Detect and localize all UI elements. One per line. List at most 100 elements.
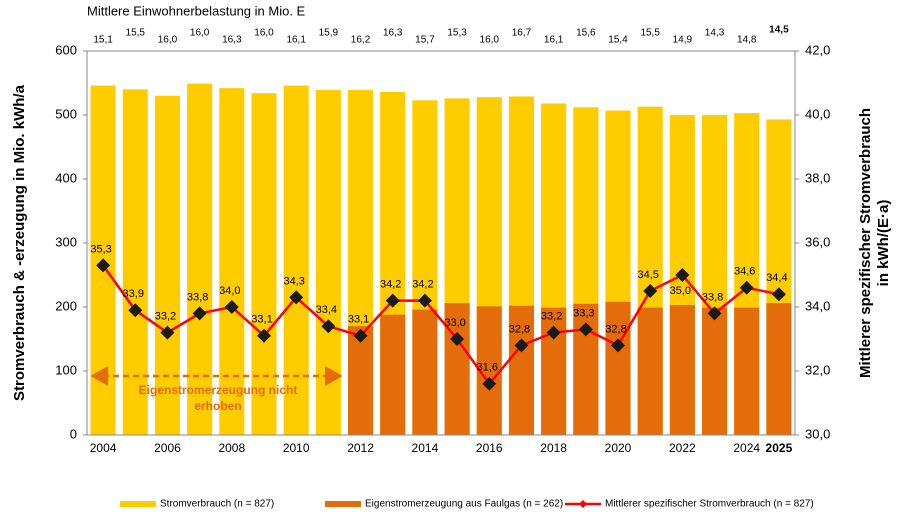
value-label: 32,8 bbox=[509, 323, 530, 335]
value-label: 31,6 bbox=[477, 362, 498, 374]
y2-axis-title: in kWh/(E·a) bbox=[875, 200, 892, 287]
value-label: 33,1 bbox=[348, 314, 369, 326]
top-row-label: 15,6 bbox=[576, 28, 596, 39]
marker bbox=[289, 290, 304, 305]
x-tick-label: 2025 bbox=[766, 441, 793, 455]
marker bbox=[450, 332, 465, 346]
y-tick-label: 0 bbox=[70, 426, 77, 441]
top-row-label: 15,5 bbox=[640, 28, 660, 39]
marker bbox=[546, 325, 561, 340]
y2-tick-label: 32,0 bbox=[805, 362, 830, 377]
y2-tick-label: 42,0 bbox=[805, 42, 830, 57]
y-tick-label: 400 bbox=[55, 170, 77, 185]
value-label: 34,0 bbox=[219, 285, 240, 297]
x-tick-label: 2016 bbox=[476, 441, 503, 455]
marker bbox=[160, 325, 175, 340]
top-row-label: 15,7 bbox=[415, 35, 435, 46]
marker bbox=[611, 338, 625, 353]
y-tick-label: 500 bbox=[55, 106, 77, 121]
y-tick-label: 100 bbox=[55, 362, 77, 377]
legend-label: Mittlerer spezifischer Stromverbrauch (n… bbox=[605, 499, 814, 510]
value-label: 35,0 bbox=[670, 285, 691, 297]
y2-axis-title: Mittlerer spezifischer Stromverbrauch bbox=[857, 108, 874, 378]
top-row-label: 16,3 bbox=[383, 28, 403, 39]
top-row-label: 14,9 bbox=[673, 35, 693, 46]
top-row-label: 15,4 bbox=[608, 35, 628, 46]
bar bbox=[605, 301, 631, 435]
top-row-label: 15,5 bbox=[126, 28, 146, 39]
top-row-label: 16,7 bbox=[512, 28, 532, 39]
value-label: 33,2 bbox=[155, 311, 176, 323]
value-label: 34,6 bbox=[734, 266, 755, 278]
legend-marker bbox=[579, 500, 587, 508]
top-row-label: 15,1 bbox=[93, 35, 113, 46]
y-tick-label: 600 bbox=[55, 42, 77, 57]
marker bbox=[514, 338, 529, 353]
value-label: 33,2 bbox=[541, 311, 562, 323]
bar bbox=[701, 307, 728, 435]
marker bbox=[128, 303, 143, 318]
marker bbox=[482, 376, 497, 391]
x-tick-label: 2010 bbox=[283, 441, 310, 455]
legend-label: Eigenstromerzeugung aus Faulgas (n = 262… bbox=[365, 499, 563, 510]
value-label: 33,8 bbox=[702, 291, 723, 303]
marker bbox=[675, 268, 690, 282]
x-tick-label: 2024 bbox=[733, 441, 760, 455]
value-label: 35,3 bbox=[90, 243, 111, 255]
value-label: 32,8 bbox=[605, 323, 626, 335]
legend-swatch bbox=[120, 501, 156, 507]
marker bbox=[707, 306, 722, 321]
y2-tick-label: 30,0 bbox=[805, 426, 830, 441]
x-tick-label: 2014 bbox=[412, 441, 439, 455]
y2-tick-label: 40,0 bbox=[805, 106, 830, 121]
x-tick-label: 2022 bbox=[669, 441, 696, 455]
y2-tick-label: 38,0 bbox=[805, 170, 830, 185]
top-row-label: 16,2 bbox=[351, 35, 371, 46]
marker bbox=[739, 280, 754, 295]
x-tick-label: 2018 bbox=[540, 441, 567, 455]
top-row-label: 16,3 bbox=[222, 35, 242, 46]
marker bbox=[353, 328, 368, 343]
bar bbox=[766, 303, 792, 435]
value-label: 34,4 bbox=[766, 272, 787, 284]
top-row-label: 16,0 bbox=[254, 28, 274, 39]
bar bbox=[637, 307, 663, 435]
top-row-label: 14,3 bbox=[705, 28, 725, 39]
marker bbox=[578, 322, 593, 337]
value-label: 33,8 bbox=[187, 291, 208, 303]
value-label: 33,9 bbox=[123, 288, 144, 300]
top-row-label: 14,8 bbox=[737, 35, 757, 46]
marker bbox=[385, 293, 400, 308]
value-label: 33,0 bbox=[444, 317, 465, 329]
top-row-label: 16,0 bbox=[190, 28, 210, 39]
bar bbox=[734, 307, 760, 435]
y-tick-label: 200 bbox=[55, 298, 77, 313]
marker bbox=[257, 328, 271, 343]
marker bbox=[96, 258, 111, 273]
bar bbox=[508, 305, 535, 435]
plot-frame bbox=[86, 50, 796, 436]
bar bbox=[315, 90, 341, 435]
top-row-label: 16,1 bbox=[286, 35, 306, 46]
x-tick-label: 2020 bbox=[605, 441, 632, 455]
value-label: 33,4 bbox=[316, 304, 337, 316]
top-row-label: 16,0 bbox=[480, 35, 500, 46]
top-row-label: 16,1 bbox=[544, 35, 564, 46]
line bbox=[102, 264, 780, 386]
annotation-line: Eigenstromerzeugung nicht bbox=[139, 383, 298, 397]
marker bbox=[224, 300, 239, 314]
y-tick-label: 300 bbox=[55, 234, 77, 249]
top-row-label: 14,5 bbox=[769, 25, 789, 36]
value-label: 34,2 bbox=[412, 279, 433, 291]
y2-tick-label: 36,0 bbox=[805, 234, 830, 249]
y-axis-title: Stromverbrauch & -erzeugung in Mio. kWh/… bbox=[11, 84, 28, 401]
value-label: 33,1 bbox=[251, 314, 272, 326]
x-tick-label: 2006 bbox=[154, 441, 181, 455]
x-tick-label: 2004 bbox=[90, 441, 117, 455]
legend-swatch bbox=[325, 501, 361, 507]
top-row-title: Mittlere Einwohnerbelastung in Mio. E bbox=[87, 3, 306, 18]
marker bbox=[321, 319, 336, 334]
value-label: 34,5 bbox=[637, 269, 658, 281]
bar bbox=[412, 309, 438, 435]
